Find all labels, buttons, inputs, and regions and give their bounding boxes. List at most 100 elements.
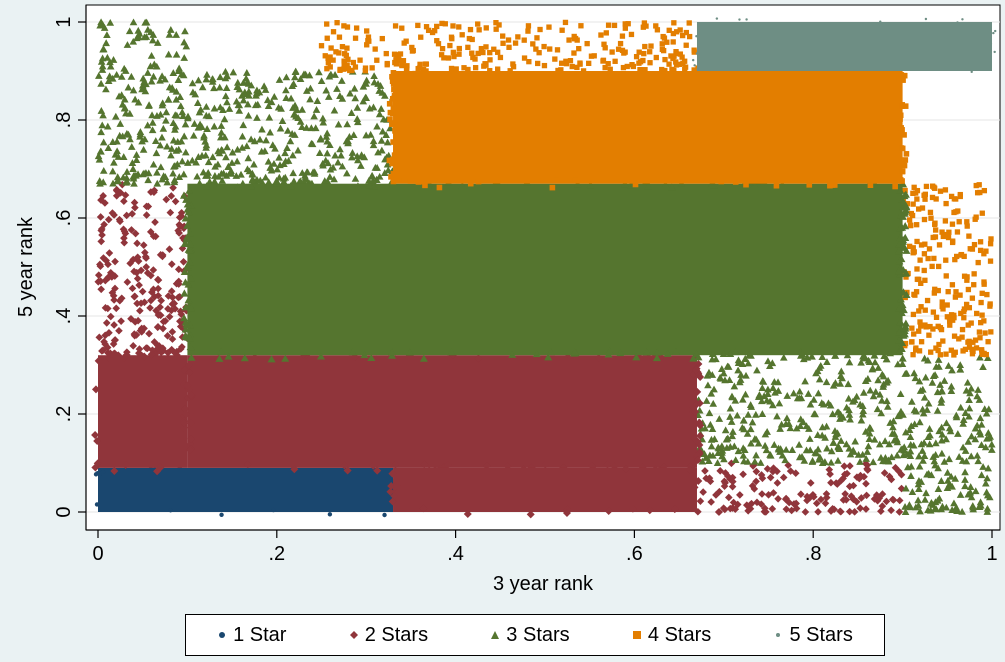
data-point: [147, 28, 155, 36]
data-point: [144, 169, 153, 177]
data-point: [181, 214, 190, 222]
data-point: [475, 178, 482, 185]
data-point: [491, 46, 497, 52]
data-point: [339, 44, 346, 50]
data-point: [762, 446, 771, 454]
data-point: [879, 372, 888, 380]
data-point: [467, 26, 474, 33]
data-point: [148, 288, 156, 297]
data-point: [715, 17, 719, 20]
data-point: [733, 411, 742, 419]
data-point: [148, 111, 156, 119]
data-point: [447, 42, 453, 49]
data-point: [865, 429, 874, 437]
data-point: [387, 481, 396, 490]
data-point: [721, 469, 730, 477]
data-point: [908, 210, 915, 217]
data-point: [586, 60, 592, 67]
data-point: [353, 115, 362, 122]
data-point: [375, 87, 384, 94]
data-point: [306, 84, 315, 92]
data-point: [951, 312, 957, 318]
data-point: [217, 128, 226, 136]
data-point: [179, 71, 188, 79]
data-point: [240, 354, 249, 362]
data-point: [97, 79, 105, 87]
data-point: [208, 77, 217, 85]
data-point: [677, 51, 684, 57]
data-point: [829, 381, 838, 389]
data-point: [407, 178, 414, 184]
data-point: [902, 340, 909, 347]
data-point: [273, 165, 282, 173]
data-point: [734, 447, 743, 455]
data-point: [923, 183, 930, 190]
data-point: [965, 322, 971, 328]
data-point: [764, 357, 772, 365]
data-point: [190, 119, 199, 127]
data-point: [163, 178, 172, 186]
data-point: [956, 219, 962, 225]
data-point: [932, 439, 940, 447]
data-point: [874, 363, 883, 371]
data-point: [131, 318, 139, 326]
data-point: [185, 334, 194, 342]
data-point: [937, 188, 944, 194]
data-point: [756, 459, 765, 466]
data-point: [883, 402, 892, 410]
data-point: [843, 469, 851, 478]
data-point: [783, 391, 792, 399]
data-point: [964, 219, 970, 225]
data-point: [695, 399, 704, 408]
data-point: [174, 76, 183, 84]
data-point: [493, 26, 499, 32]
data-point: [978, 319, 984, 326]
data-point: [671, 67, 677, 74]
data-point: [845, 406, 853, 414]
data-point: [172, 111, 181, 119]
data-point: [174, 226, 182, 235]
data-point: [296, 177, 305, 185]
data-point: [168, 335, 177, 343]
data-point: [727, 418, 736, 425]
x-tick-label: .8: [805, 543, 822, 565]
data-point: [209, 180, 218, 188]
data-point: [921, 267, 927, 274]
data-point: [142, 211, 151, 219]
data-point: [461, 65, 467, 71]
data-point: [264, 157, 273, 165]
data-point: [143, 269, 152, 277]
data-point: [970, 70, 973, 74]
data-point: [916, 328, 922, 334]
data-point: [744, 506, 752, 515]
data-point: [931, 290, 937, 296]
data-point: [825, 465, 834, 474]
data-point: [456, 24, 462, 30]
data-point: [472, 65, 479, 71]
data-point: [830, 505, 838, 514]
data-point: [164, 292, 173, 300]
data-point: [709, 451, 717, 459]
data-point: [566, 37, 572, 43]
data-point: [944, 231, 950, 238]
data-point: [374, 148, 382, 156]
data-point: [403, 67, 410, 73]
data-point: [526, 58, 532, 65]
data-point: [234, 101, 243, 109]
data-point: [934, 485, 943, 492]
data-point: [818, 399, 826, 407]
data-point: [696, 373, 705, 382]
data-point: [873, 405, 882, 413]
data-point: [474, 354, 483, 363]
data-point: [918, 280, 924, 286]
data-point: [226, 168, 235, 176]
data-point: [111, 257, 119, 266]
data-point: [388, 497, 397, 506]
data-point: [921, 495, 929, 503]
data-point: [863, 461, 872, 469]
data-point: [974, 457, 983, 465]
data-point: [752, 467, 761, 476]
data-point: [389, 78, 396, 85]
data-point: [644, 181, 653, 190]
data-point: [834, 456, 842, 464]
